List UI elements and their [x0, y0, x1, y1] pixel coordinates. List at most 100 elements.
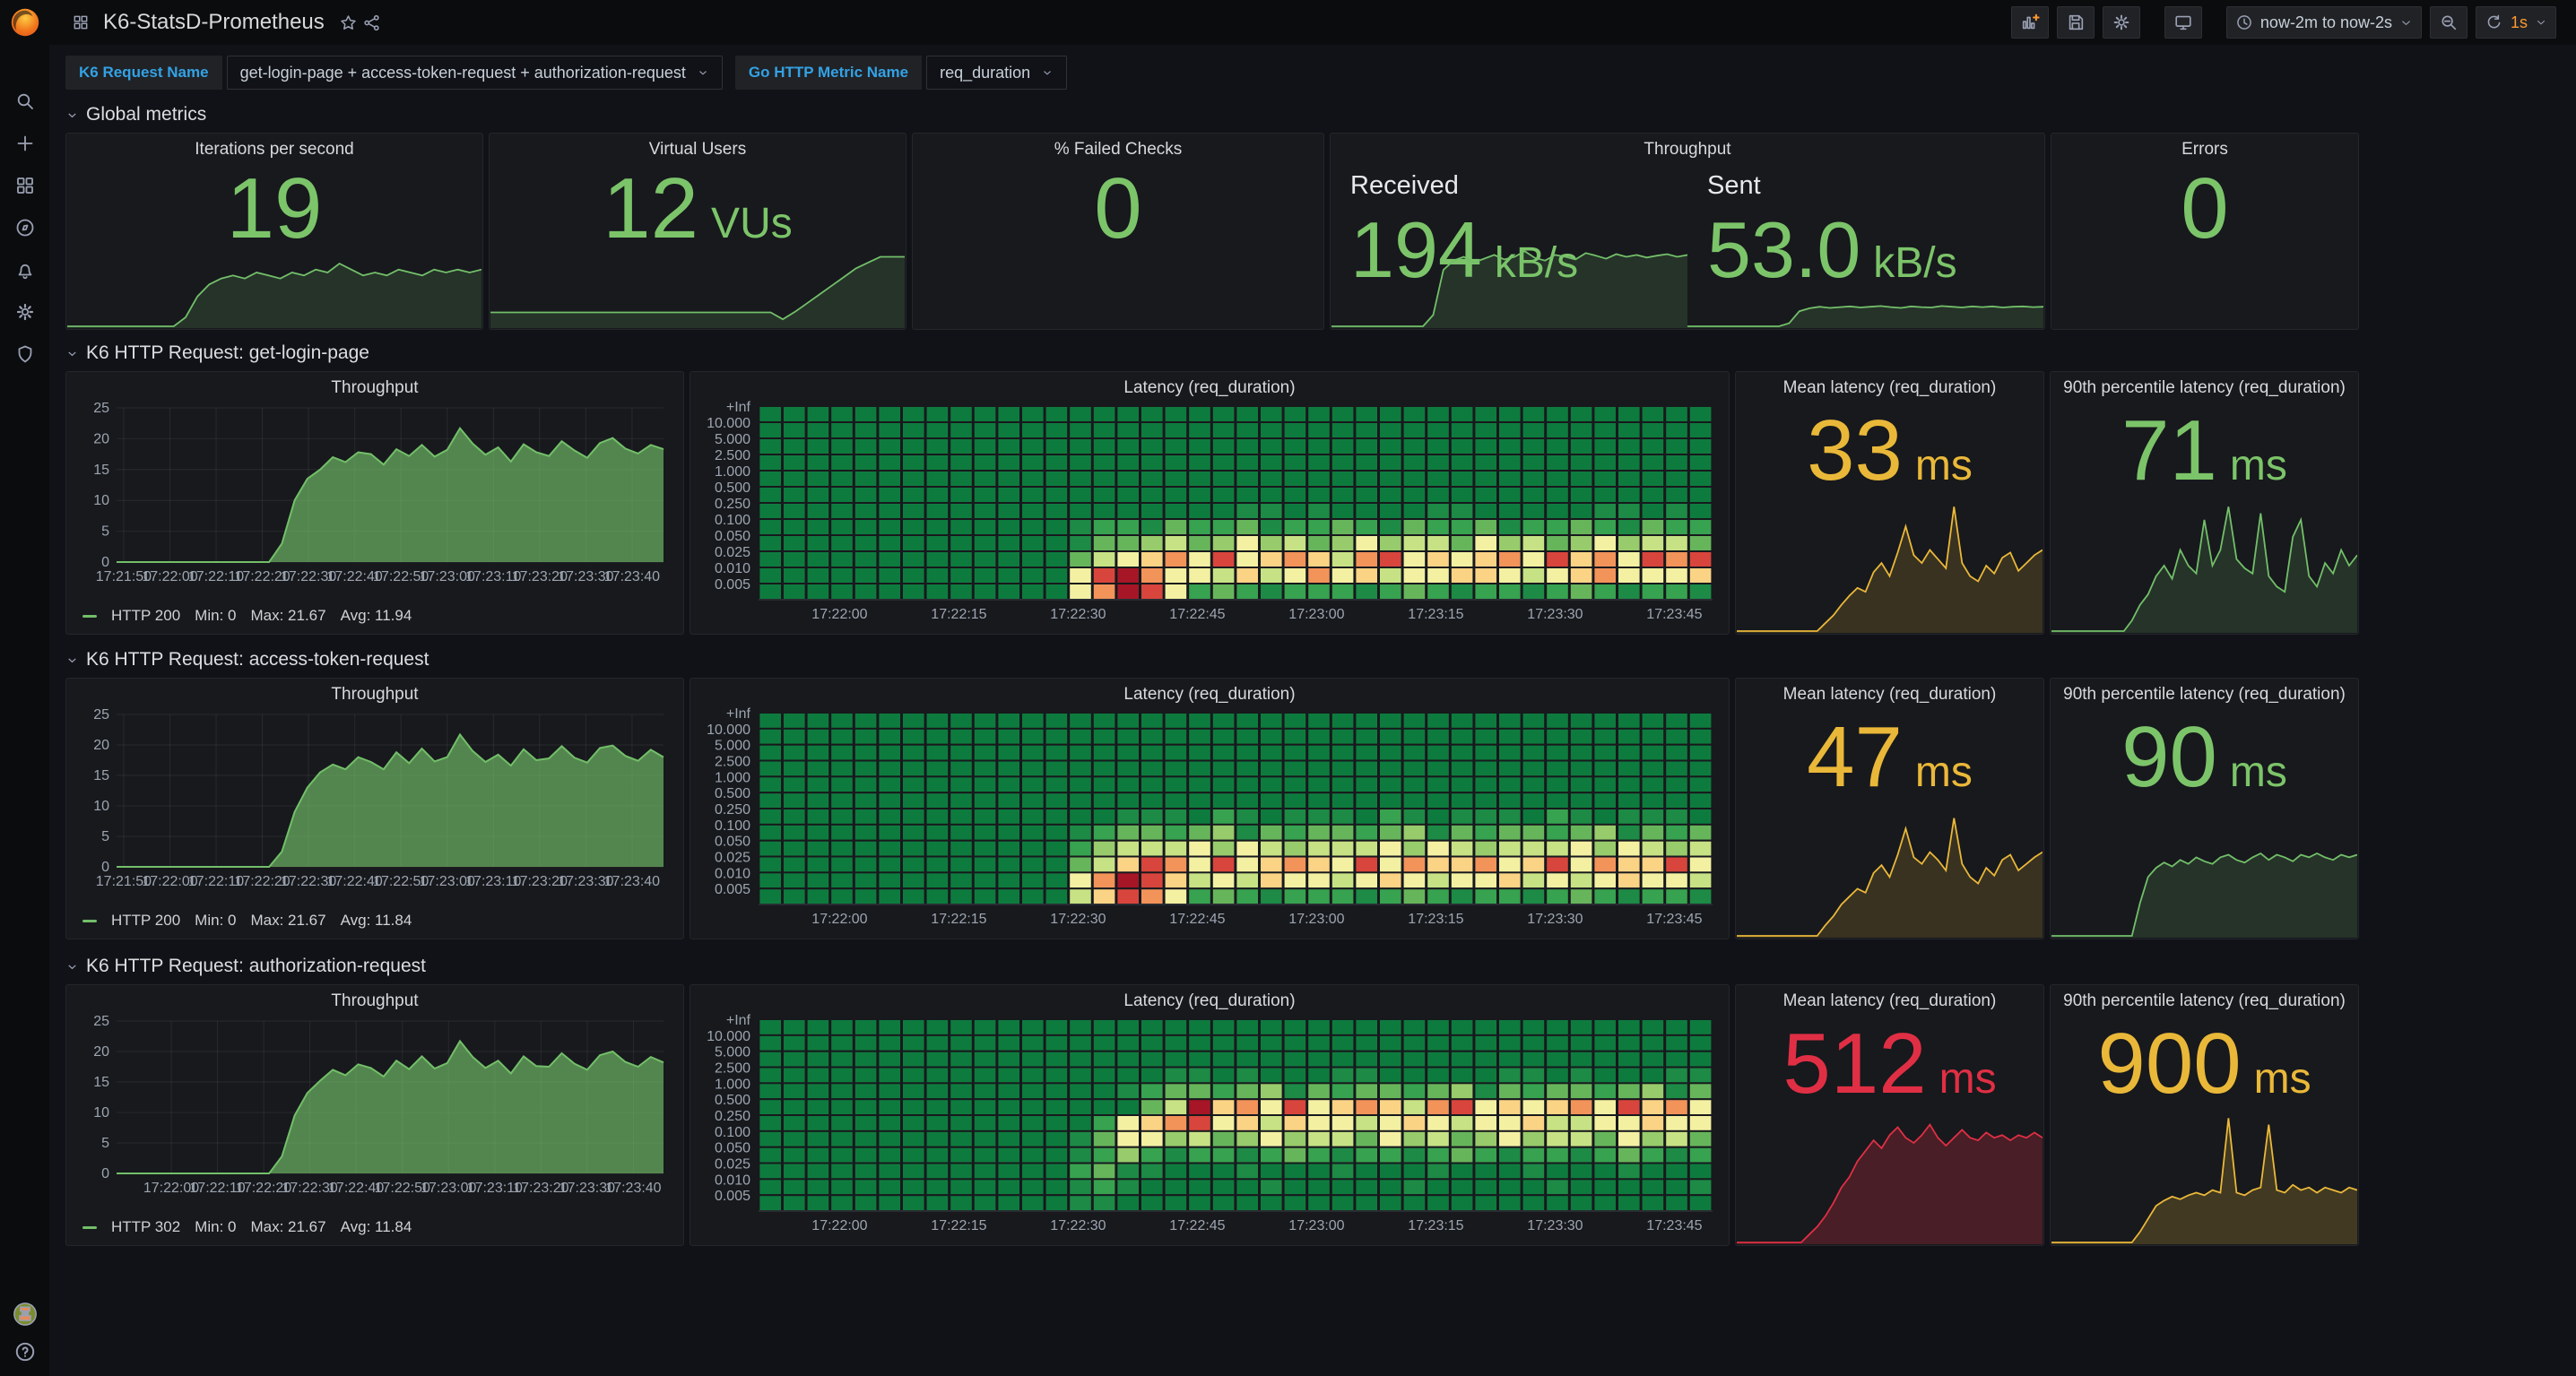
- legend-avg: Avg: 11.84: [340, 912, 412, 929]
- section-header-access-token-request[interactable]: K6 HTTP Request: access-token-request: [65, 649, 429, 671]
- search-icon[interactable]: [13, 90, 37, 113]
- dashboard-grid-icon[interactable]: [69, 11, 92, 34]
- plus-icon[interactable]: [13, 132, 37, 155]
- star-icon[interactable]: [337, 11, 360, 34]
- svg-text:17:22:00: 17:22:00: [143, 1181, 199, 1196]
- share-icon[interactable]: [360, 11, 384, 34]
- svg-text:5: 5: [101, 829, 109, 844]
- chevron-down-icon: [68, 112, 76, 117]
- settings-gear-icon[interactable]: [13, 300, 37, 324]
- variable-dropdown-k6-request-name[interactable]: get-login-page + access-token-request + …: [226, 56, 723, 90]
- svg-text:10.000: 10.000: [707, 1029, 750, 1044]
- refresh-button[interactable]: 1s: [2475, 6, 2556, 39]
- panel-title[interactable]: Latency (req_duration): [1123, 991, 1296, 1010]
- throughput-chart[interactable]: 0 5 10 15 20 25 17:21:50 17:22:00 17:22:10 17:22:…: [74, 401, 674, 587]
- svg-text:0: 0: [101, 555, 109, 570]
- svg-text:0.100: 0.100: [715, 818, 750, 834]
- panel-title[interactable]: Mean latency (req_duration): [1782, 378, 1997, 397]
- add-panel-button[interactable]: [2010, 6, 2049, 39]
- stat-value: 0: [2181, 160, 2229, 256]
- panel-title[interactable]: Mean latency (req_duration): [1782, 685, 1997, 704]
- latency-heatmap[interactable]: +Inf 10.000 5.000 2.500 1.000 0.500 0.250 0.100…: [698, 706, 1720, 930]
- svg-text:10.000: 10.000: [707, 416, 750, 431]
- panel-title[interactable]: % Failed Checks: [1054, 140, 1183, 159]
- shield-icon[interactable]: [13, 342, 37, 366]
- throughput-chart[interactable]: 0 5 10 15 20 25 17:21:50 17:22:00 17:22:10 17:22:…: [74, 707, 674, 892]
- svg-text:17:22:00: 17:22:00: [811, 1218, 867, 1233]
- panel-title[interactable]: 90th percentile latency (req_duration): [2063, 991, 2346, 1010]
- panel-title[interactable]: Latency (req_duration): [1123, 685, 1296, 704]
- section-header-get-login-page[interactable]: K6 HTTP Request: get-login-page: [65, 342, 369, 364]
- explore-compass-icon[interactable]: [13, 216, 37, 239]
- tv-mode-button[interactable]: [2164, 6, 2202, 39]
- variable-dropdown-go-http-metric[interactable]: req_duration: [926, 56, 1068, 90]
- save-dashboard-button[interactable]: [2056, 6, 2095, 39]
- svg-text:17:23:10: 17:23:10: [465, 874, 521, 889]
- variable-label-go-http-metric: Go HTTP Metric Name: [734, 56, 923, 90]
- stat-unit: kB/s: [1494, 239, 1579, 287]
- legend-min: Min: 0: [195, 607, 237, 624]
- svg-text:17:23:10: 17:23:10: [465, 569, 521, 584]
- panel-title[interactable]: Latency (req_duration): [1123, 378, 1296, 397]
- sidebar: [0, 0, 49, 1376]
- panel-latency-heatmap-login: Latency (req_duration) +Inf 10.000 5.000 2.…: [690, 371, 1730, 635]
- panel-title[interactable]: 90th percentile latency (req_duration): [2063, 378, 2346, 397]
- svg-text:20: 20: [93, 431, 109, 446]
- p90-latency-sparkline: [2051, 803, 2358, 938]
- dashboards-icon[interactable]: [13, 174, 37, 197]
- stat-value: 0: [1094, 160, 1142, 256]
- panel-title[interactable]: Throughput: [331, 991, 419, 1010]
- svg-text:17:22:00: 17:22:00: [811, 912, 867, 927]
- grafana-logo[interactable]: [8, 5, 42, 39]
- panel-title[interactable]: Throughput: [1644, 140, 1731, 159]
- time-range-label: now-2m to now-2s: [2259, 13, 2392, 31]
- legend-max: Max: 21.67: [250, 607, 326, 624]
- legend[interactable]: HTTP 200 Min: 0 Max: 21.67 Avg: 11.84: [82, 912, 412, 930]
- svg-text:17:22:40: 17:22:40: [327, 874, 383, 889]
- user-avatar[interactable]: [13, 1302, 37, 1326]
- svg-text:17:23:30: 17:23:30: [558, 874, 613, 889]
- latency-heatmap[interactable]: +Inf 10.000 5.000 2.500 1.000 0.500 0.250 0.100…: [698, 1013, 1720, 1236]
- svg-text:17:23:00: 17:23:00: [421, 1181, 476, 1196]
- svg-text:0: 0: [101, 1166, 109, 1181]
- panel-title[interactable]: Mean latency (req_duration): [1782, 991, 1997, 1010]
- section-header-authorization-request[interactable]: K6 HTTP Request: authorization-request: [65, 956, 426, 977]
- panel-throughput-login: Throughput 0 5 10 15 20 25 17:21:50 17:22:00 17:…: [65, 371, 684, 635]
- legend[interactable]: HTTP 302 Min: 0 Max: 21.67 Avg: 11.84: [82, 1218, 412, 1236]
- time-range-picker[interactable]: now-2m to now-2s: [2225, 6, 2422, 39]
- latency-heatmap[interactable]: +Inf 10.000 5.000 2.500 1.000 0.500 0.250 0.100…: [698, 400, 1720, 625]
- panel-failed-checks: % Failed Checks 0: [912, 133, 1324, 330]
- panel-p90-latency-login: 90th percentile latency (req_duration) 7…: [2050, 371, 2359, 635]
- throughput-sent: Sent 53.0 kB/s: [1687, 164, 2044, 329]
- legend-min: Min: 0: [195, 912, 237, 929]
- legend[interactable]: HTTP 200 Min: 0 Max: 21.67 Avg: 11.94: [82, 607, 412, 625]
- stat-unit: ms: [2229, 442, 2287, 489]
- panel-title[interactable]: Throughput: [331, 378, 419, 397]
- panel-throughput-auth: Throughput 0 5 10 15 20 25 17:22:00 17:22:10 17:…: [65, 984, 684, 1246]
- section-header-global-metrics[interactable]: Global metrics: [65, 104, 206, 125]
- svg-text:5.000: 5.000: [715, 1045, 750, 1060]
- panel-title[interactable]: Errors: [2181, 140, 2228, 159]
- svg-text:2.500: 2.500: [715, 448, 750, 463]
- zoom-out-button[interactable]: [2429, 6, 2468, 39]
- panel-title[interactable]: 90th percentile latency (req_duration): [2063, 685, 2346, 704]
- panel-title[interactable]: Throughput: [331, 685, 419, 704]
- global-metrics-row: Iterations per second 19 Virtual Users 1…: [65, 133, 2359, 330]
- svg-text:17:22:10: 17:22:10: [188, 569, 244, 584]
- help-icon[interactable]: [13, 1340, 37, 1363]
- alerting-bell-icon[interactable]: [13, 258, 37, 281]
- stat-unit: ms: [1914, 442, 1973, 489]
- panel-title[interactable]: Virtual Users: [648, 140, 747, 159]
- throughput-chart[interactable]: 0 5 10 15 20 25 17:22:00 17:22:10 17:22:20 17:22:…: [74, 1014, 674, 1199]
- svg-text:0.250: 0.250: [715, 1109, 750, 1124]
- panel-mean-latency-token: Mean latency (req_duration) 47 ms: [1735, 678, 2044, 939]
- svg-text:17:23:20: 17:23:20: [513, 1181, 568, 1196]
- svg-text:2.500: 2.500: [715, 755, 750, 770]
- svg-text:0.500: 0.500: [715, 1093, 750, 1108]
- svg-text:0.010: 0.010: [715, 1173, 750, 1188]
- stat-value: 90: [2121, 709, 2217, 805]
- panel-title[interactable]: Iterations per second: [195, 140, 354, 159]
- svg-text:17:22:30: 17:22:30: [281, 569, 336, 584]
- svg-text:5: 5: [101, 524, 109, 540]
- dashboard-settings-button[interactable]: [2102, 6, 2140, 39]
